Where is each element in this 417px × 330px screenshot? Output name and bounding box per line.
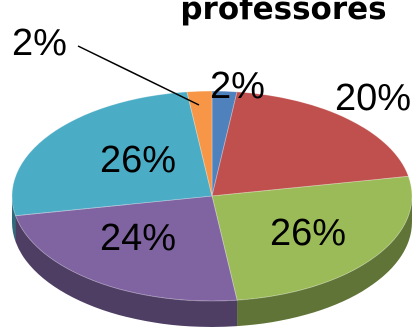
pie-slice-side-2 xyxy=(237,196,412,327)
slice-label-0: 2% xyxy=(210,65,265,107)
pie-labels: 2% 20% 26% 24% 26% 2% xyxy=(12,22,411,259)
pie-slice-2 xyxy=(211,175,413,301)
slice-label-2: 26% xyxy=(270,212,346,254)
chart-title: professores xyxy=(180,0,387,27)
pie-slice-3 xyxy=(14,195,238,302)
leader-line xyxy=(77,45,200,106)
pie-sides xyxy=(12,196,412,328)
pie-slice-5 xyxy=(186,90,213,197)
pie-slice-side-3 xyxy=(15,215,238,328)
pie-slice-0 xyxy=(211,90,238,197)
pie-tops xyxy=(11,90,413,302)
pie-slice-4 xyxy=(11,91,213,217)
pie-slice-side-4 xyxy=(12,196,16,242)
slice-label-3: 24% xyxy=(100,217,176,259)
slice-label-1: 20% xyxy=(335,77,411,119)
slice-label-5: 2% xyxy=(12,22,67,64)
pie-slice-1 xyxy=(211,91,410,197)
slice-label-4: 26% xyxy=(100,139,176,181)
